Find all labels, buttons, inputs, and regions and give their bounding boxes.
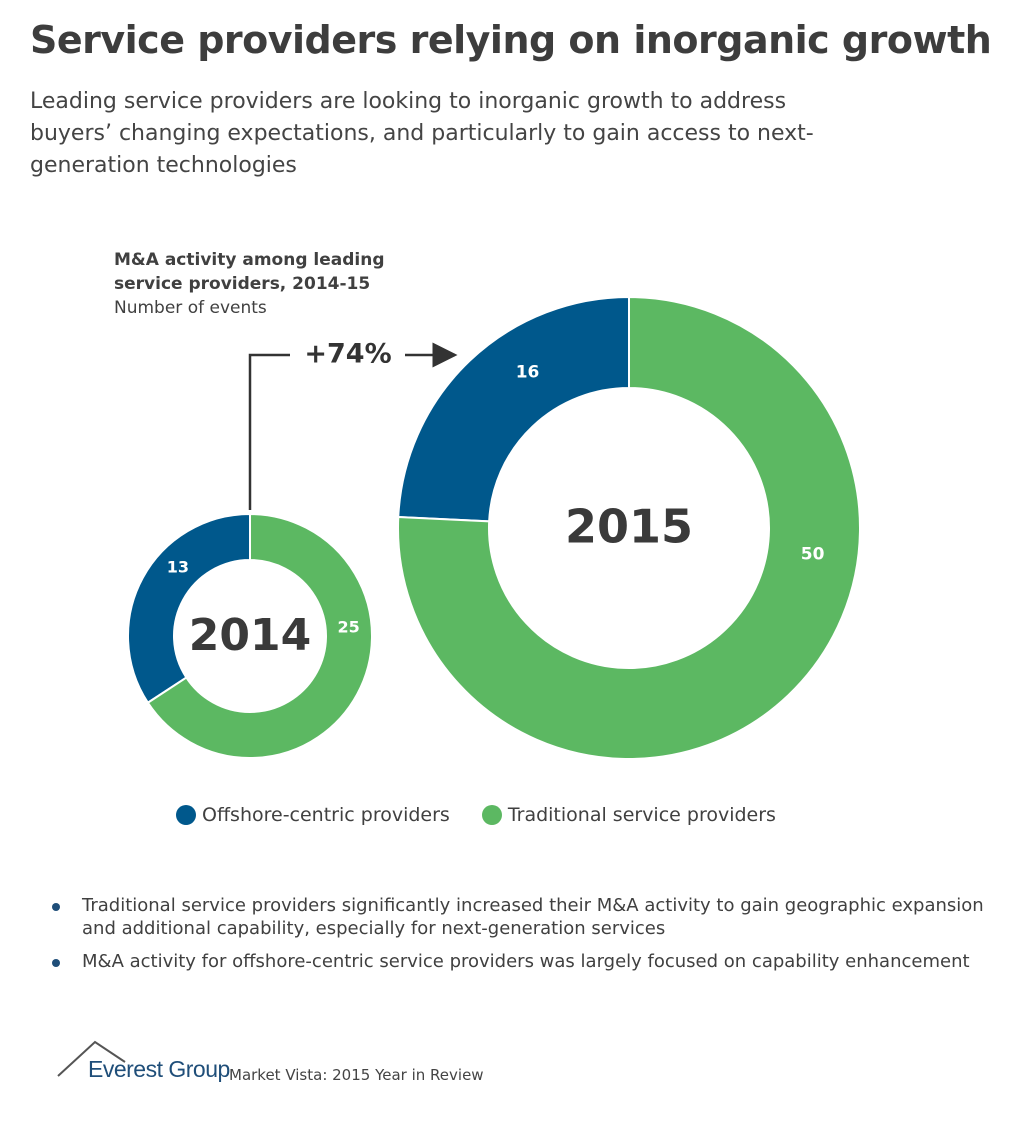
data-label: 25 (338, 617, 360, 636)
bullet: Traditional service providers significan… (52, 894, 992, 940)
bullet: M&A activity for offshore-centric servic… (52, 950, 992, 973)
logo-mark (57, 1040, 126, 1077)
legend-swatch (481, 805, 502, 825)
growth-label: +74% (304, 339, 391, 370)
chart-title: M&A activity among leading service provi… (114, 250, 385, 294)
legend-label: Offshore-centric providers (202, 804, 450, 826)
donut-segment (397, 295, 861, 760)
brand: Everest Group (88, 1056, 230, 1082)
chart-heading: M&A activity among leading service provi… (114, 248, 434, 320)
bullet-list: Traditional service providers significan… (52, 894, 992, 983)
title: Service providers relying on inorganic g… (30, 18, 992, 62)
legend: Offshore-centric providers Traditional se… (176, 804, 776, 826)
logo (57, 1040, 126, 1077)
source: Market Vista: 2015 Year in Review (229, 1066, 484, 1084)
subtitle: Leading service providers are looking to… (30, 89, 814, 178)
legend-item: Offshore-centric providers (176, 804, 450, 826)
legend-swatch (176, 805, 196, 825)
donut-segment (397, 295, 630, 523)
data-label: 50 (801, 544, 825, 564)
chart-units: Number of events (114, 298, 267, 318)
center-label: 2015 (565, 500, 693, 554)
legend-item: Traditional service providers (481, 804, 776, 826)
donut-segment (127, 512, 251, 705)
legend-label: Traditional service providers (507, 804, 776, 826)
growth-connector (248, 353, 290, 510)
data-label: 13 (167, 558, 189, 577)
donut-segment (146, 512, 373, 759)
data-label: 16 (516, 363, 540, 383)
center-label: 2014 (189, 610, 311, 661)
